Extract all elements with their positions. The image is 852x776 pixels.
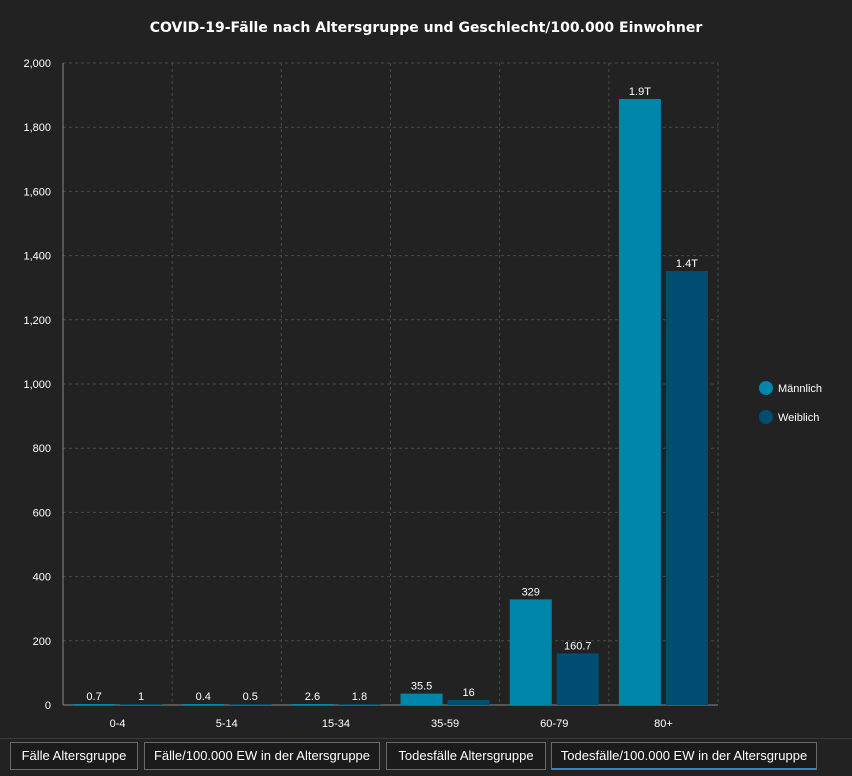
data-label: 2.6 [305, 691, 320, 703]
y-tick-label: 0 [45, 700, 51, 712]
tab-faelle-pro-100k[interactable]: Fälle/100.000 EW in der Altersgruppe [144, 742, 380, 770]
x-tick-label: 60-79 [540, 718, 568, 730]
bar-weiblich-60-79[interactable] [556, 653, 599, 705]
x-tick-label: 35-59 [431, 718, 459, 730]
y-tick-label: 2,000 [23, 58, 51, 70]
y-tick-label: 600 [33, 507, 51, 519]
bar-maennlich-35-59[interactable] [400, 693, 443, 705]
data-label: 0.7 [86, 691, 101, 703]
grid [63, 62, 719, 705]
data-label: 1.4T [676, 258, 698, 270]
y-tick-label: 1,600 [23, 186, 51, 198]
tab-bar: Fälle Altersgruppe Fälle/100.000 EW in d… [0, 738, 852, 776]
data-label: 160.7 [564, 640, 592, 652]
legend: Männlich Weiblich [759, 381, 822, 424]
chart: COVID-19-Fälle nach Altersgruppe und Ges… [23, 20, 822, 730]
bar-maennlich-60-79[interactable] [509, 599, 552, 705]
legend-swatch-maennlich[interactable] [759, 381, 773, 395]
tab-todesfaelle-pro-100k[interactable]: Todesfälle/100.000 EW in der Altersgrupp… [551, 742, 817, 770]
y-tick-label: 1,200 [23, 315, 51, 327]
legend-label[interactable]: Männlich [778, 383, 822, 395]
data-label: 35.5 [411, 681, 432, 693]
legend-swatch-weiblich[interactable] [759, 410, 773, 424]
data-labels: 0.7 1 0.4 0.5 2.6 1.8 35.5 16 329 160.7 1.9T 1.4T [86, 86, 698, 703]
tab-faelle-altersgruppe[interactable]: Fälle Altersgruppe [10, 742, 138, 770]
x-tick-label: 5-14 [216, 718, 238, 730]
bar-maennlich-0-4[interactable] [73, 704, 116, 705]
chart-title: COVID-19-Fälle nach Altersgruppe und Ges… [150, 20, 703, 36]
x-tick-label: 15-34 [322, 718, 350, 730]
bars [73, 98, 708, 705]
bar-weiblich-0-4[interactable] [120, 704, 163, 705]
y-tick-label: 400 [33, 572, 51, 584]
bar-maennlich-15-34[interactable] [291, 704, 334, 705]
y-tick-label: 1,400 [23, 251, 51, 263]
bar-maennlich-5-14[interactable] [182, 704, 225, 705]
y-tick-label: 1,000 [23, 379, 51, 391]
data-label: 0.5 [243, 691, 258, 703]
data-label: 1.8 [352, 691, 367, 703]
legend-label[interactable]: Weiblich [778, 412, 819, 424]
tab-todesfaelle-altersgruppe[interactable]: Todesfälle Altersgruppe [386, 742, 546, 770]
x-tick-label: 80+ [654, 718, 673, 730]
y-tick-label: 1,800 [23, 122, 51, 134]
data-label: 0.4 [196, 691, 211, 703]
bar-weiblich-5-14[interactable] [229, 704, 272, 705]
data-label: 1.9T [629, 86, 651, 98]
bar-weiblich-35-59[interactable] [447, 699, 490, 705]
bar-weiblich-80+[interactable] [665, 271, 708, 705]
bar-maennlich-80+[interactable] [618, 98, 661, 705]
y-tick-label: 800 [33, 443, 51, 455]
data-label: 329 [522, 586, 540, 598]
bar-weiblich-15-34[interactable] [338, 704, 381, 705]
y-tick-label: 200 [33, 636, 51, 648]
data-label: 1 [138, 691, 144, 703]
data-label: 16 [462, 687, 474, 699]
axes: 0 200 400 600 800 1,000 1,200 1,400 1,600 1,800 2,… [23, 58, 718, 730]
x-tick-label: 0-4 [110, 718, 126, 730]
